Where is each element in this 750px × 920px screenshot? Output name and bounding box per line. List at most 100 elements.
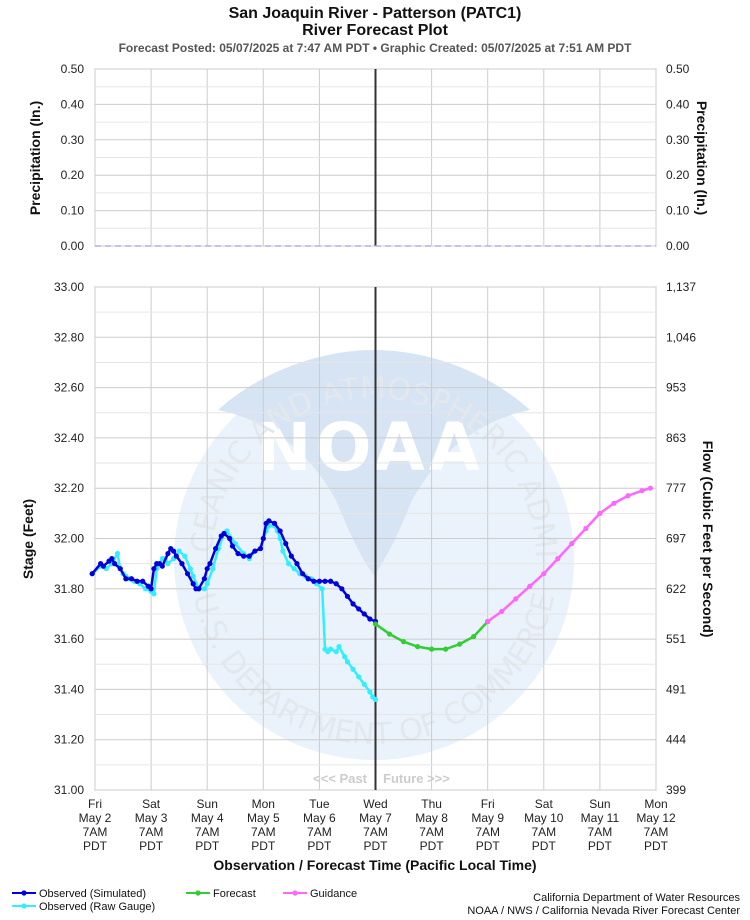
data-point-observed-raw-gauge bbox=[372, 696, 379, 703]
data-point-observed-simulated bbox=[283, 540, 289, 547]
legend-label-observed-simulated: Observed (Simulated) bbox=[39, 888, 146, 900]
data-point-observed-simulated bbox=[109, 556, 115, 562]
x-tick-tz: PDT bbox=[364, 839, 389, 853]
data-point-observed-raw-gauge bbox=[176, 548, 182, 554]
data-point-observed-simulated bbox=[311, 578, 317, 584]
stage-ytick-left: 31.60 bbox=[54, 632, 84, 646]
data-point-observed-simulated bbox=[148, 586, 154, 592]
x-tick-date: May 2 bbox=[79, 811, 112, 825]
data-point-forecast bbox=[457, 641, 463, 647]
precip-ytick-left: 0.10 bbox=[61, 204, 85, 218]
data-point-guidance bbox=[639, 488, 645, 494]
precip-ytick-right: 0.30 bbox=[666, 133, 690, 147]
data-point-observed-simulated bbox=[173, 553, 179, 559]
noaa-watermark-letters: NOAA bbox=[256, 409, 484, 486]
data-point-observed-raw-gauge bbox=[182, 553, 188, 559]
data-point-observed-raw-gauge bbox=[114, 550, 121, 557]
data-point-observed-raw-gauge bbox=[190, 573, 196, 579]
data-point-observed-simulated bbox=[165, 550, 171, 557]
data-point-observed-simulated bbox=[299, 571, 306, 577]
stage-panel: 33.00 1,137 32.80 1,046 32.60 953 32.40 863 32.2… bbox=[54, 280, 696, 797]
data-point-forecast bbox=[400, 639, 407, 645]
past-label: <<< Past bbox=[313, 771, 368, 786]
x-tick-date: May 11 bbox=[581, 811, 620, 825]
data-point-observed-simulated bbox=[123, 576, 129, 582]
data-point-observed-simulated bbox=[134, 578, 140, 584]
data-point-guidance bbox=[485, 618, 491, 625]
stage-ylabel-left: Stage (Feet) bbox=[20, 499, 36, 579]
data-point-observed-simulated bbox=[252, 548, 258, 554]
precip-ytick-right: 0.50 bbox=[666, 62, 690, 76]
data-point-observed-raw-gauge bbox=[336, 644, 342, 650]
precip-ylabel-left: Precipitation (In.) bbox=[27, 101, 43, 215]
x-tick-date: May 9 bbox=[471, 811, 504, 825]
x-tick-day: Fri bbox=[88, 797, 102, 811]
precip-ytick-left: 0.00 bbox=[61, 239, 85, 253]
data-point-observed-simulated bbox=[316, 578, 322, 584]
x-tick-tz: PDT bbox=[139, 839, 164, 853]
data-point-forecast bbox=[372, 621, 379, 627]
data-point-observed-raw-gauge bbox=[204, 581, 210, 587]
x-tick-tz: PDT bbox=[532, 839, 557, 853]
data-point-observed-simulated bbox=[221, 530, 227, 537]
x-tick-time: 7AM bbox=[363, 825, 388, 839]
x-tick-tz: PDT bbox=[476, 839, 501, 853]
legend-marker-forecast bbox=[195, 890, 201, 896]
data-point-forecast bbox=[429, 646, 435, 652]
data-point-observed-simulated bbox=[184, 571, 191, 577]
data-point-observed-simulated bbox=[100, 563, 107, 569]
stage-ytick-left: 31.00 bbox=[54, 783, 84, 797]
x-tick-tz: PDT bbox=[251, 839, 276, 853]
data-point-observed-raw-gauge bbox=[361, 681, 367, 687]
data-point-observed-simulated bbox=[201, 576, 207, 582]
x-tick-time: 7AM bbox=[588, 825, 613, 839]
posted-created-line: Forecast Posted: 05/07/2025 at 7:47 AM P… bbox=[119, 41, 633, 55]
x-tick-day: Sun bbox=[589, 797, 610, 811]
precip-ytick-right: 0.40 bbox=[666, 97, 690, 111]
data-point-observed-simulated bbox=[190, 581, 196, 587]
flow-ylabel-right: Flow (Cubic Feet per Second) bbox=[700, 441, 716, 638]
precip-ytick-right: 0.00 bbox=[666, 239, 690, 253]
data-point-observed-simulated bbox=[112, 561, 118, 567]
x-tick-time: 7AM bbox=[644, 825, 669, 839]
data-point-observed-raw-gauge bbox=[350, 666, 356, 672]
x-tick-tz: PDT bbox=[307, 839, 332, 853]
x-tick-day: Thu bbox=[421, 797, 442, 811]
x-tick-date: May 7 bbox=[359, 811, 392, 825]
data-point-guidance bbox=[527, 583, 533, 589]
stage-ytick-right: 622 bbox=[666, 582, 686, 596]
precip-ytick-right: 0.10 bbox=[666, 204, 690, 218]
data-point-observed-simulated bbox=[213, 545, 219, 552]
future-label: Future >>> bbox=[383, 771, 450, 786]
stage-ytick-right: 1,046 bbox=[666, 330, 696, 344]
data-point-observed-raw-gauge bbox=[277, 535, 283, 542]
legend-label-guidance: Guidance bbox=[310, 888, 357, 900]
legend-label-observed-raw-gauge: Observed (Raw Gauge) bbox=[39, 901, 155, 913]
data-point-observed-simulated bbox=[339, 586, 345, 592]
x-tick-day: Sat bbox=[535, 797, 554, 811]
stage-ytick-left: 33.00 bbox=[54, 280, 84, 294]
data-point-observed-simulated bbox=[229, 543, 236, 549]
data-point-guidance bbox=[647, 485, 653, 491]
data-point-observed-simulated bbox=[207, 561, 213, 567]
x-tick-day: Fri bbox=[481, 797, 495, 811]
data-point-observed-simulated bbox=[294, 561, 300, 567]
data-point-observed-simulated bbox=[235, 550, 241, 557]
data-point-observed-simulated bbox=[128, 576, 135, 582]
precip-ytick-left: 0.30 bbox=[61, 133, 85, 147]
x-tick-day: Wed bbox=[363, 797, 387, 811]
data-point-guidance bbox=[625, 493, 631, 499]
x-tick-time: 7AM bbox=[419, 825, 444, 839]
legend-marker-guidance bbox=[292, 890, 298, 896]
x-tick-date: May 5 bbox=[247, 811, 280, 825]
stage-ytick-right: 399 bbox=[666, 783, 686, 797]
data-point-observed-simulated bbox=[367, 616, 373, 622]
x-tick-day: Sun bbox=[197, 797, 218, 811]
stage-ytick-left: 32.00 bbox=[54, 532, 84, 546]
chart-subtitle-plot: River Forecast Plot bbox=[302, 22, 449, 39]
chart-title: San Joaquin River - Patterson (PATC1) bbox=[229, 5, 522, 22]
x-tick-date: May 12 bbox=[636, 811, 676, 825]
data-point-observed-simulated bbox=[140, 578, 146, 584]
data-point-guidance bbox=[541, 571, 547, 577]
